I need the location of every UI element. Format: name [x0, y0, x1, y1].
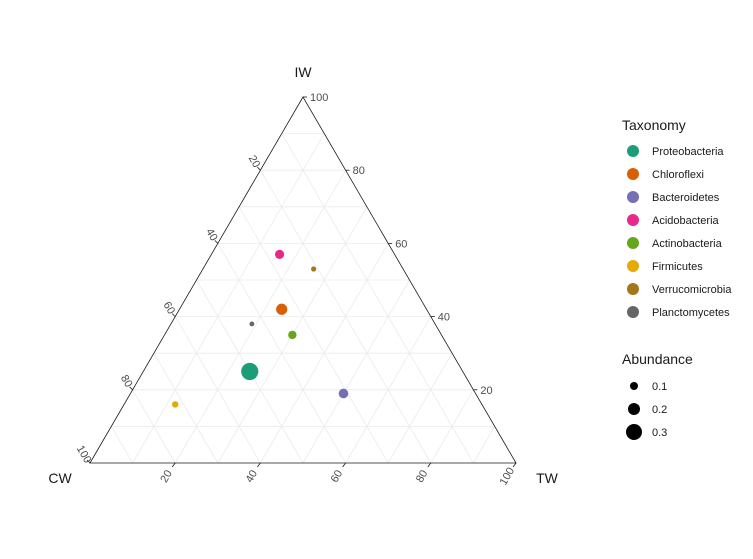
- legend-taxonomy: Taxonomy Proteobacteria Chloroflexi Bacter…: [622, 117, 732, 319]
- axis-title-tw: TW: [536, 470, 559, 486]
- grid-line: [238, 206, 389, 464]
- grid-line: [132, 133, 325, 464]
- legend-abundance-title: Abundance: [622, 351, 693, 367]
- legend-size-label: 0.3: [652, 427, 667, 439]
- tick-label-iw: 60: [395, 238, 407, 250]
- triangle-border: [89, 96, 517, 464]
- grid-line: [345, 316, 432, 464]
- legend-key-chloroflexi: [627, 168, 639, 180]
- legend-label-planctomycetes: Planctomycetes: [652, 307, 730, 319]
- tick-label-tw: 60: [329, 468, 346, 485]
- point-planctomycetes: [249, 321, 255, 327]
- legend-label-chloroflexi: Chloroflexi: [652, 169, 704, 181]
- legend-key-verrucomicrobia: [627, 283, 639, 295]
- point-bacteroidetes: [338, 388, 349, 399]
- point-firmicutes: [172, 401, 179, 408]
- legend-taxonomy-title: Taxonomy: [622, 117, 686, 133]
- tick-label-tw: 40: [244, 468, 261, 485]
- legend-size-key: [626, 424, 642, 440]
- tick-label-iw: 100: [310, 92, 328, 104]
- axis-title-iw: IW: [294, 64, 312, 80]
- legend-label-actinobacteria: Actinobacteria: [652, 238, 723, 250]
- grid-line: [281, 133, 474, 464]
- tick-cw: [129, 386, 133, 391]
- grid-line: [430, 389, 474, 464]
- legend-key-actinobacteria: [627, 237, 639, 249]
- tick-label-iw: 20: [480, 385, 492, 397]
- point-acidobacteria: [274, 249, 285, 259]
- grid-line: [110, 426, 133, 464]
- grid-lines: [110, 133, 496, 464]
- tick-label-iw: 40: [438, 312, 450, 324]
- data-points: [172, 249, 349, 408]
- legend-key-bacteroidetes: [627, 191, 639, 203]
- point-chloroflexi: [276, 303, 288, 315]
- legend-key-proteobacteria: [627, 145, 639, 157]
- point-verrucomicrobia: [311, 266, 317, 272]
- grid-line: [174, 316, 261, 464]
- grid-line: [302, 279, 410, 464]
- legend-label-bacteroidetes: Bacteroidetes: [652, 192, 720, 204]
- legend-key-firmicutes: [627, 260, 639, 272]
- tick-label-cw: 20: [246, 153, 263, 170]
- point-proteobacteria: [241, 362, 259, 381]
- tick-label-tw: 80: [414, 468, 431, 485]
- legend-size-key: [628, 403, 640, 415]
- tick-tw: [257, 462, 261, 468]
- legend-label-proteobacteria: Proteobacteria: [652, 146, 724, 158]
- tick-cw: [171, 313, 176, 317]
- legend-key-planctomycetes: [627, 306, 639, 318]
- tick-label-cw: 80: [118, 373, 135, 390]
- tick-tw: [512, 462, 517, 468]
- legend-label-firmicutes: Firmicutes: [652, 261, 703, 273]
- grid-line: [387, 352, 453, 464]
- tick-cw: [214, 240, 219, 244]
- tick-label-iw: 80: [353, 165, 365, 177]
- legend-size-key: [630, 382, 638, 390]
- tick-tw: [342, 462, 346, 468]
- point-actinobacteria: [288, 330, 297, 340]
- legend-label-verrucomicrobia: Verrucomicrobia: [652, 284, 732, 296]
- tick-tw: [427, 462, 432, 468]
- tick-label-cw: 40: [203, 227, 220, 244]
- legend-size-label: 0.2: [652, 404, 667, 416]
- tick-label-tw: 20: [158, 468, 175, 485]
- legend-key-acidobacteria: [627, 214, 639, 226]
- legend-size-label: 0.1: [652, 381, 667, 393]
- legend-abundance: Abundance 0.1 0.2 0.3: [622, 351, 693, 440]
- tick-cw: [257, 166, 261, 171]
- tick-label-cw: 60: [161, 300, 178, 317]
- triangle-axes: [89, 96, 517, 464]
- grid-line: [132, 389, 176, 464]
- tick-cw: [86, 459, 91, 464]
- axis-title-cw: CW: [48, 470, 72, 486]
- tick-label-tw: 100: [498, 466, 518, 488]
- tick-tw: [171, 462, 176, 468]
- grid-line: [153, 352, 219, 464]
- grid-line: [473, 426, 496, 464]
- legend-label-acidobacteria: Acidobacteria: [652, 215, 720, 227]
